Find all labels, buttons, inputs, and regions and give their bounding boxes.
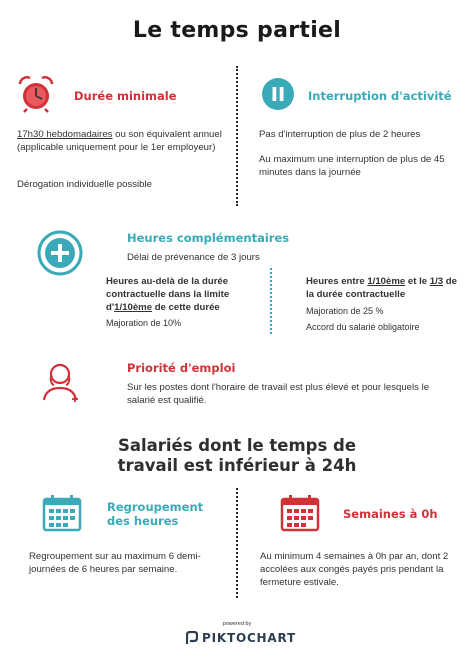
duree-text-1: 17h30 hebdomadaires ou son équivalent an…: [17, 128, 227, 154]
heures-right-majoration: Majoration de 25 %: [306, 306, 384, 316]
regroupement-heading-2: des heures: [107, 514, 179, 528]
alarm-clock-icon: [18, 76, 54, 113]
piktochart-logo-icon: [186, 631, 198, 644]
interruption-text-1: Pas d'interruption de plus de 2 heures: [259, 129, 421, 140]
interruption-heading: Interruption d'activité: [308, 89, 452, 103]
duree-highlight: 17h30 hebdomadaires: [17, 129, 113, 140]
powered-by: powered by: [222, 621, 252, 627]
interruption-text-2: Au maximum une interruption de plus de 4…: [259, 154, 445, 178]
heures-right-accord: Accord du salarié obligatoire: [306, 322, 420, 332]
priorite-text: Sur les postes dont l'horaire de travail…: [127, 382, 430, 406]
heures-left-u: 1/10ème: [114, 302, 153, 313]
piktochart-logo[interactable]: PIKTOCHART: [186, 630, 296, 646]
divider-heures: [270, 268, 272, 334]
plus-circle-icon: [37, 230, 83, 276]
heures-right-b: de la durée contractuelle: [306, 276, 457, 300]
divider-top: [236, 66, 238, 206]
semaines-heading: Semaines à 0h: [343, 507, 438, 521]
person-icon: [42, 363, 78, 402]
heures-right-a: Heures entre: [306, 276, 368, 287]
calendar-icon: [42, 495, 82, 532]
divider-bottom: [236, 488, 238, 598]
piktochart-brand: PIKTOCHART: [202, 631, 296, 645]
heures-right-u2: 1/3: [429, 276, 444, 287]
heures-left-a: Heures au-delà de la durée contractuelle…: [106, 276, 230, 313]
regroupement-heading-1: Regroupement: [107, 500, 204, 514]
heures-right-mid: et le: [405, 276, 430, 287]
calendar-icon: [280, 495, 320, 532]
priorite-heading: Priorité d'emploi: [127, 361, 236, 375]
heures-right-u1: 1/10ème: [367, 276, 406, 287]
duree-text-2: Dérogation individuelle possible: [17, 179, 152, 190]
heures-left-b: de cette durée: [152, 302, 220, 313]
section2-heading-line2: travail est inférieur à 24h: [117, 456, 357, 475]
page-title: Le temps partiel: [132, 18, 342, 43]
regroupement-text: Regroupement sur au maximum 6 demi-journ…: [29, 551, 201, 575]
heures-left-text: Heures au-delà de la durée contractuelle…: [106, 275, 266, 314]
section2-heading-line1: Salariés dont le temps de: [117, 436, 357, 455]
duree-text-rest: ou son équivalent annuel (applicable uni…: [17, 129, 222, 153]
heures-right-text: Heures entre 1/10ème et le 1/3 de la dur…: [306, 275, 466, 301]
heures-heading: Heures complémentaires: [127, 231, 290, 245]
pause-icon: [262, 78, 294, 110]
heures-left-majoration: Majoration de 10%: [106, 318, 182, 328]
duree-heading: Durée minimale: [74, 89, 177, 103]
semaines-text: Au minimum 4 semaines à 0h par an, dont …: [260, 551, 449, 588]
heures-delai: Délai de prévenance de 3 jours: [127, 252, 260, 263]
